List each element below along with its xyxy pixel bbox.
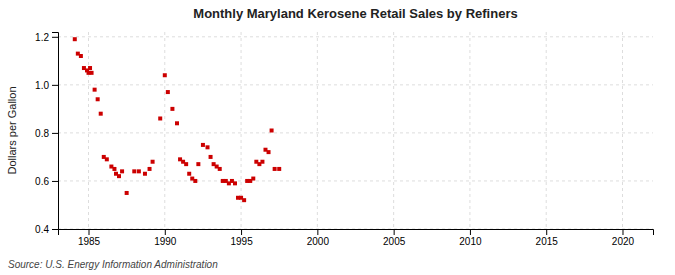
tick-mark (470, 229, 471, 235)
tick: 1985 (78, 229, 101, 247)
tick-label: 0.4 (35, 224, 49, 235)
tick: 0.6 (35, 176, 58, 187)
point (233, 181, 237, 185)
tick: 1995 (230, 229, 253, 247)
grid (58, 32, 653, 229)
tick: 0.4 (35, 224, 58, 235)
point (184, 162, 188, 166)
point (175, 121, 179, 125)
tick: 2020 (612, 229, 635, 247)
tick: 2005 (383, 229, 406, 247)
point (277, 167, 281, 171)
point (158, 116, 162, 120)
tick-mark (52, 37, 58, 38)
x-axis: 1985 1990 1995 2000 2005 2010 2015 2020 (59, 229, 654, 247)
tick: 1.0 (35, 80, 58, 91)
tick-label: 2015 (536, 236, 559, 247)
tick-mark (317, 229, 318, 235)
grid-line (58, 132, 653, 133)
point (93, 88, 97, 92)
grid-line (58, 180, 653, 181)
y-axis: 0.4 0.6 0.8 1.0 1.2 (35, 32, 58, 235)
point (117, 174, 121, 178)
tick: 2010 (459, 229, 482, 247)
grid-line (469, 32, 470, 229)
point (267, 150, 271, 154)
tick: 2000 (307, 229, 330, 247)
point (105, 157, 109, 161)
tick-mark (52, 181, 58, 182)
point (88, 66, 92, 70)
axis-line (52, 33, 59, 230)
point (125, 191, 129, 195)
point (201, 143, 205, 147)
tick-label: 1.0 (35, 80, 49, 91)
tick-mark (546, 229, 547, 235)
tick-label: 2005 (383, 236, 406, 247)
point (143, 172, 147, 176)
point (163, 73, 167, 77)
tick-mark (394, 229, 395, 235)
point (260, 160, 264, 164)
point (166, 90, 170, 94)
tick-label: 1990 (154, 236, 177, 247)
grid-line (546, 32, 547, 229)
point (242, 198, 246, 202)
point (137, 169, 141, 173)
axis-line (59, 230, 654, 236)
point (132, 169, 136, 173)
point (196, 162, 200, 166)
grid-line (58, 36, 653, 37)
tick-label: 0.8 (35, 128, 49, 139)
grid-line (622, 32, 623, 229)
tick-label: 2000 (307, 236, 330, 247)
point (96, 97, 100, 101)
point (187, 172, 191, 176)
point (270, 129, 274, 133)
tick-mark (622, 229, 623, 235)
point (90, 71, 94, 75)
tick-mark (52, 229, 58, 230)
tick-label: 1995 (230, 236, 253, 247)
chart: 198519901995200020052010201520200.40.60.… (0, 0, 675, 275)
tick-label: 1985 (78, 236, 101, 247)
tick-mark (52, 133, 58, 134)
tick: 1990 (154, 229, 177, 247)
point (151, 160, 155, 164)
source: Source: U.S. Energy Information Administ… (8, 259, 218, 270)
title: Monthly Maryland Kerosene Retail Sales b… (193, 6, 517, 21)
grid-line (88, 32, 89, 229)
tick-label: 2010 (459, 236, 482, 247)
plot-area: 198519901995200020052010201520200.40.60.… (35, 32, 653, 248)
point (79, 54, 83, 58)
points (73, 37, 281, 202)
point (99, 112, 103, 116)
point (120, 169, 124, 173)
tick-label: 0.6 (35, 176, 49, 187)
grid-line (393, 32, 394, 229)
tick: 0.8 (35, 128, 58, 139)
tick: 2015 (536, 229, 559, 247)
grid-line (58, 84, 653, 85)
grid-line (317, 32, 318, 229)
y-axis-title: Dollars per Gallon (6, 86, 18, 174)
point (251, 177, 255, 181)
point (170, 107, 174, 111)
point (193, 179, 197, 183)
point (273, 167, 277, 171)
tick-label: 2020 (612, 236, 635, 247)
point (73, 37, 77, 41)
tick-mark (241, 229, 242, 235)
tick-mark (52, 85, 58, 86)
tick-label: 1.2 (35, 32, 49, 43)
point (206, 145, 210, 149)
tick: 1.2 (35, 32, 58, 43)
grid-line (164, 32, 165, 229)
point (148, 167, 152, 171)
tick-mark (89, 229, 90, 235)
point (209, 155, 213, 159)
tick-mark (165, 229, 166, 235)
point (218, 167, 222, 171)
point (112, 167, 116, 171)
